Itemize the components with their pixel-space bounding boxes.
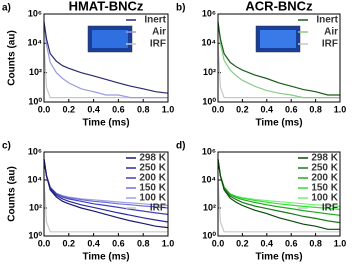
- series-line: [43, 179, 168, 233]
- panel-label: b): [176, 3, 185, 14]
- x-tick-label: 0.6: [285, 104, 298, 114]
- panel-label: a): [2, 3, 11, 14]
- y-tick-label: 10²: [29, 67, 42, 77]
- x-tick-label: 1.0: [162, 238, 175, 248]
- legend-label: Air: [152, 27, 166, 38]
- y-tick-label: 10⁰: [202, 96, 216, 106]
- x-axis-label: Time (ms): [255, 118, 302, 129]
- sample-photo-glow: [260, 30, 296, 48]
- series-line: [43, 21, 168, 99]
- series-line: [43, 159, 169, 223]
- chart-title: HMAT-BNCz: [69, 0, 144, 13]
- series-line: [43, 159, 169, 215]
- panel-label: d): [176, 141, 185, 152]
- x-tick-label: 0.4: [87, 104, 100, 114]
- y-tick-label: 10⁴: [202, 174, 216, 184]
- x-tick-label: 0.6: [112, 238, 125, 248]
- legend-label: Air: [324, 27, 338, 38]
- legend-label: 298 K: [311, 153, 338, 164]
- plot-frame: [217, 151, 341, 237]
- series-line: [217, 179, 340, 233]
- x-tick-label: 0.8: [137, 238, 150, 248]
- y-tick-label: 10⁶: [28, 146, 42, 156]
- plot-frame: [43, 151, 169, 237]
- x-tick-label: 0.0: [38, 104, 51, 114]
- legend-label: IRF: [150, 39, 166, 50]
- y-tick-label: 10⁴: [28, 174, 42, 184]
- series-line: [217, 159, 340, 230]
- x-tick-label: 0.4: [261, 104, 274, 114]
- series-line: [217, 159, 341, 216]
- x-tick-label: 0.8: [137, 104, 150, 114]
- chart-title: ACR-BNCz: [245, 0, 313, 13]
- x-axis-label: Time (ms): [82, 252, 129, 263]
- series-line: [217, 21, 340, 99]
- x-tick-label: 0.8: [309, 104, 322, 114]
- legend-label: 100 K: [139, 193, 166, 204]
- y-tick-label: 10⁶: [202, 146, 216, 156]
- y-tick-label: 10²: [203, 67, 216, 77]
- series-line: [43, 21, 169, 94]
- legend-label: IRF: [150, 203, 166, 214]
- y-tick-label: 10²: [203, 202, 216, 212]
- x-tick-label: 0.4: [87, 238, 100, 248]
- x-axis-label: Time (ms): [82, 118, 129, 129]
- x-tick-label: 0.0: [212, 238, 225, 248]
- legend-label: 250 K: [311, 163, 338, 174]
- sample-photo-glow: [92, 30, 128, 48]
- y-tick-label: 10⁰: [28, 230, 42, 240]
- x-tick-label: 0.0: [38, 238, 51, 248]
- legend-label: 250 K: [139, 163, 166, 174]
- x-tick-label: 1.0: [334, 238, 347, 248]
- series-line: [217, 159, 341, 224]
- panel-label: c): [2, 141, 11, 152]
- legend-label: 298 K: [139, 153, 166, 164]
- y-tick-label: 10²: [29, 202, 42, 212]
- legend-label: 200 K: [311, 173, 338, 184]
- x-tick-label: 0.6: [285, 238, 298, 248]
- x-tick-label: 0.0: [212, 104, 225, 114]
- x-tick-label: 0.2: [236, 238, 249, 248]
- y-tick-label: 10⁶: [202, 8, 216, 18]
- x-tick-label: 0.2: [63, 104, 76, 114]
- x-tick-label: 1.0: [162, 104, 175, 114]
- plot-frame: [217, 13, 341, 103]
- y-axis-label: Counts (au): [7, 30, 18, 86]
- y-tick-label: 10⁴: [202, 38, 216, 48]
- series-line: [43, 159, 169, 229]
- y-tick-label: 10⁴: [28, 38, 42, 48]
- legend-label: 200 K: [139, 173, 166, 184]
- x-tick-label: 1.0: [334, 104, 347, 114]
- x-tick-label: 0.4: [261, 238, 274, 248]
- x-tick-label: 0.2: [63, 238, 76, 248]
- x-tick-label: 0.6: [112, 104, 125, 114]
- legend-label: 150 K: [311, 183, 338, 194]
- legend-label: Inert: [144, 15, 166, 26]
- y-tick-label: 10⁰: [202, 230, 216, 240]
- x-tick-label: 0.8: [309, 238, 322, 248]
- series-line: [217, 21, 340, 96]
- legend-label: Inert: [316, 15, 338, 26]
- y-axis-label: Counts (au): [7, 166, 18, 222]
- legend-label: 100 K: [311, 193, 338, 204]
- y-tick-label: 10⁶: [28, 8, 42, 18]
- x-tick-label: 0.2: [236, 104, 249, 114]
- legend-label: 150 K: [139, 183, 166, 194]
- x-axis-label: Time (ms): [255, 252, 302, 263]
- legend-label: IRF: [322, 39, 338, 50]
- y-tick-label: 10⁰: [28, 96, 42, 106]
- plot-frame: [43, 13, 169, 103]
- legend-label: IRF: [322, 203, 338, 214]
